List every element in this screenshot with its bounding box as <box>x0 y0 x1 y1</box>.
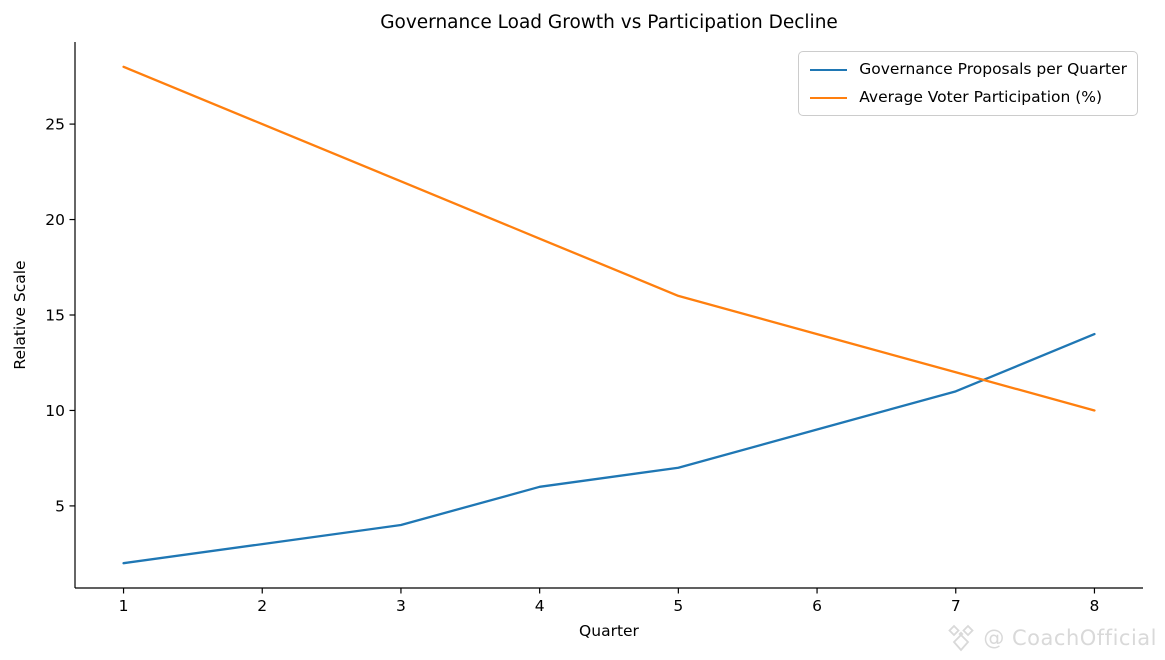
y-tick-label: 20 <box>45 211 65 229</box>
watermark: @ CoachOfficial <box>946 623 1157 653</box>
x-tick-label: 2 <box>257 597 267 615</box>
x-tick-label: 7 <box>951 597 961 615</box>
x-tick-label: 8 <box>1090 597 1100 615</box>
y-tick-label: 15 <box>45 307 65 325</box>
x-tick-label: 5 <box>673 597 683 615</box>
legend-item-voter-participation: Average Voter Participation (%) <box>810 87 1127 108</box>
line-series-1 <box>122 65 1096 412</box>
diamond-logo-icon <box>948 624 975 652</box>
x-tick-label: 6 <box>812 597 822 615</box>
y-tick-label: 25 <box>45 116 65 134</box>
line-series-0 <box>122 332 1096 565</box>
legend-line-orange-icon <box>810 96 848 99</box>
x-tick-label: 1 <box>119 597 129 615</box>
legend-line-blue-icon <box>810 68 848 71</box>
y-axis-label: Relative Scale <box>11 260 29 370</box>
watermark-text: @ CoachOfficial <box>983 626 1157 650</box>
x-tick-label: 3 <box>396 597 406 615</box>
chart-title: Governance Load Growth vs Participation … <box>380 12 838 33</box>
legend-item-governance-proposals: Governance Proposals per Quarter <box>810 59 1127 80</box>
legend: Governance Proposals per Quarter Average… <box>798 51 1138 116</box>
y-tick-label: 5 <box>55 497 65 515</box>
legend-label: Average Voter Participation (%) <box>859 88 1103 106</box>
legend-label: Governance Proposals per Quarter <box>859 60 1127 78</box>
y-tick-label: 10 <box>45 402 65 420</box>
x-tick-label: 4 <box>535 597 545 615</box>
x-axis-label: Quarter <box>579 622 639 640</box>
